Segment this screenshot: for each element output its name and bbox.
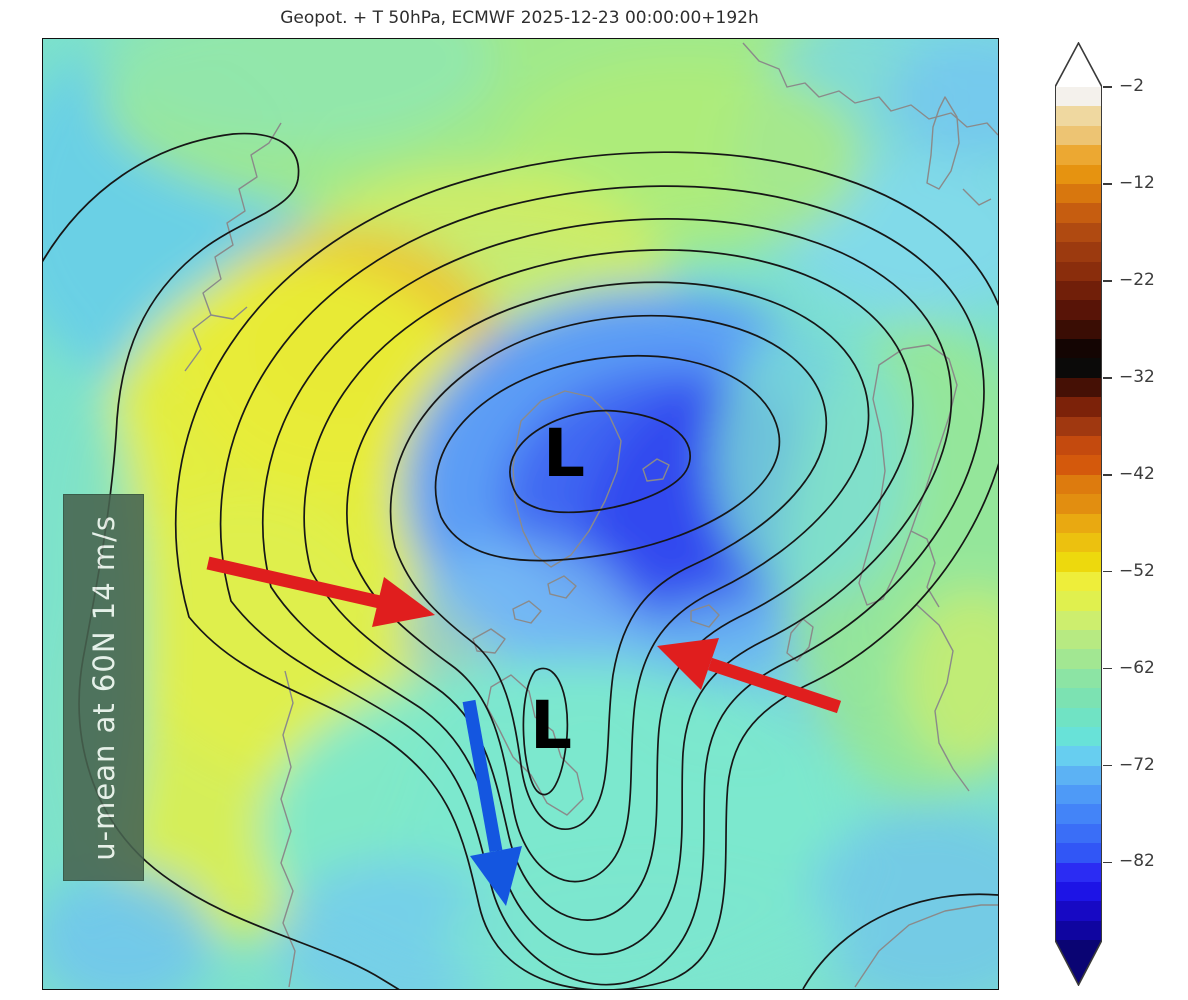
colorbar-band (1056, 183, 1101, 204)
colorbar-band (1056, 629, 1101, 650)
colorbar-band (1056, 610, 1101, 630)
colorbar-band (1056, 280, 1101, 301)
annotation-text: u-mean at 60N 14 m/s (86, 514, 121, 861)
colorbar-tick-label: −72 (1119, 754, 1155, 775)
colorbar-tick-mark (1103, 86, 1112, 88)
low-marker-1: L (543, 415, 585, 492)
colorbar-band (1056, 571, 1101, 592)
colorbar-band (1056, 901, 1101, 921)
colorbar-band (1056, 455, 1101, 475)
colorbar-tick-label: −2 (1119, 76, 1145, 96)
colorbar-band (1056, 125, 1101, 146)
colorbar-band (1056, 920, 1101, 941)
colorbar-tick-mark (1103, 570, 1112, 573)
colorbar-band (1056, 804, 1101, 824)
colorbar-tick-mark (1103, 280, 1112, 282)
colorbar-band (1056, 552, 1101, 572)
colorbar-tick-mark (1103, 376, 1112, 379)
colorbar-over-arrow (1055, 42, 1102, 87)
low-marker-2: L (530, 687, 572, 764)
red-arrow-west (206, 556, 435, 627)
colorbar-band (1056, 494, 1101, 514)
colorbar-tick-mark (1103, 473, 1112, 476)
red-arrow-east (657, 638, 842, 714)
colorbar-band (1056, 746, 1101, 766)
colorbar-band (1056, 785, 1101, 805)
blue-arrow-south (462, 699, 522, 906)
colorbar-tick-label: −22 (1119, 269, 1155, 290)
annotation-box: u-mean at 60N 14 m/s (63, 494, 144, 881)
colorbar-band (1056, 474, 1101, 495)
colorbar-band (1056, 416, 1101, 437)
colorbar-band (1056, 882, 1101, 902)
colorbar-band (1056, 203, 1101, 223)
colorbar-band (1056, 513, 1101, 533)
colorbar-tick-label: −82 (1119, 851, 1155, 872)
colorbar-under-arrow (1055, 940, 1102, 986)
colorbar-band (1056, 668, 1101, 689)
colorbar-tick-label: −12 (1119, 172, 1155, 193)
colorbar-band (1056, 319, 1101, 340)
colorbar-band (1056, 726, 1101, 747)
colorbar-band (1056, 843, 1101, 863)
colorbar (1055, 87, 1102, 941)
colorbar-tick-mark (1103, 861, 1112, 864)
colorbar-tick-mark (1103, 764, 1112, 767)
colorbar-tick-label: −32 (1119, 366, 1155, 387)
colorbar-band (1056, 649, 1101, 669)
colorbar-band (1056, 261, 1101, 281)
colorbar-tick-label: −52 (1119, 560, 1155, 581)
colorbar-tick-label: −42 (1119, 463, 1155, 484)
colorbar-band (1056, 765, 1101, 786)
colorbar-band (1056, 823, 1101, 844)
colorbar-band (1056, 145, 1101, 165)
colorbar-band (1056, 397, 1101, 417)
temperature-shading (43, 39, 998, 989)
colorbar-band (1056, 707, 1101, 727)
colorbar-tick-mark (1103, 667, 1112, 670)
colorbar-band (1056, 300, 1101, 320)
figure-title: Geopot. + T 50hPa, ECMWF 2025-12-23 00:0… (280, 8, 759, 28)
colorbar-band (1056, 106, 1101, 126)
colorbar-band (1056, 688, 1101, 708)
coastlines (184, 42, 998, 988)
map-canvas: L L (43, 39, 998, 989)
colorbar-band (1056, 164, 1101, 184)
colorbar-tick-label: −62 (1119, 657, 1155, 678)
colorbar-band (1056, 532, 1101, 553)
colorbar-tick-mark (1103, 183, 1112, 185)
colorbar-band (1056, 377, 1101, 398)
colorbar-band (1056, 591, 1101, 611)
colorbar-band (1056, 436, 1101, 456)
colorbar-band (1056, 242, 1101, 262)
colorbar-band (1056, 358, 1101, 378)
polar-map-panel: L L u-mean at 60N 14 m/s (42, 38, 999, 990)
colorbar-band (1056, 339, 1101, 359)
colorbar-band (1056, 222, 1101, 243)
colorbar-ticks: −2 −12 −22 −32 −42 −52 −62 −72 −82 (1103, 76, 1183, 947)
colorbar-band (1056, 862, 1101, 883)
colorbar-band (1056, 87, 1101, 107)
